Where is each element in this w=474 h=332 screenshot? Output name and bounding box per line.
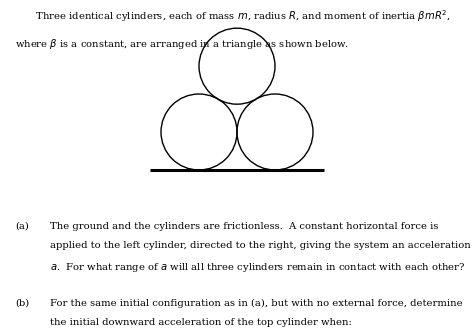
Text: (a): (a) bbox=[15, 222, 29, 231]
Text: The ground and the cylinders are frictionless.  A constant horizontal force is: The ground and the cylinders are frictio… bbox=[50, 222, 438, 231]
Text: applied to the left cylinder, directed to the right, giving the system an accele: applied to the left cylinder, directed t… bbox=[50, 241, 471, 251]
Text: where $\beta$ is a constant, are arranged in a triangle as shown below.: where $\beta$ is a constant, are arrange… bbox=[15, 37, 349, 51]
Text: Three identical cylinders, each of mass $m$, radius $R$, and moment of inertia $: Three identical cylinders, each of mass … bbox=[23, 8, 451, 24]
Text: $a$.  For what range of $a$ will all three cylinders remain in contact with each: $a$. For what range of $a$ will all thre… bbox=[50, 261, 465, 274]
Text: For the same initial configuration as in (a), but with no external force, determ: For the same initial configuration as in… bbox=[50, 298, 463, 308]
Text: the initial downward acceleration of the top cylinder when:: the initial downward acceleration of the… bbox=[50, 318, 352, 327]
Text: (b): (b) bbox=[15, 298, 29, 307]
